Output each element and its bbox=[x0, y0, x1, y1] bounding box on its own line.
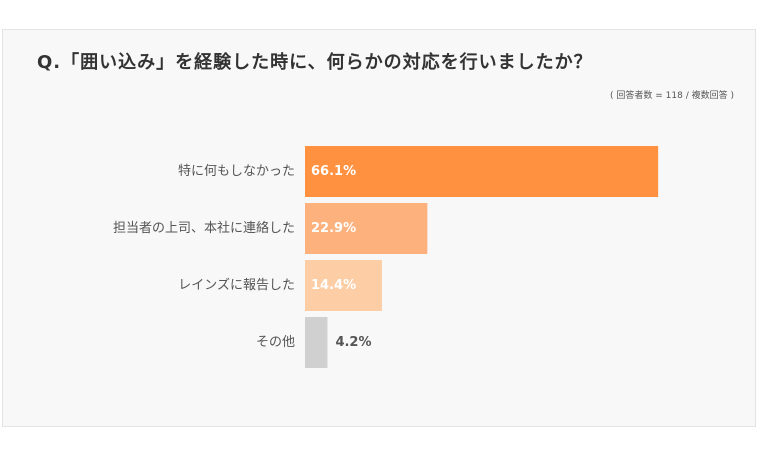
bar-3 bbox=[305, 260, 382, 311]
bar-2 bbox=[305, 203, 428, 254]
bar-1 bbox=[305, 146, 659, 197]
value-label-3: 14.4% bbox=[311, 278, 356, 293]
bar-4 bbox=[305, 317, 328, 368]
category-label-1: 特に何もしなかった bbox=[178, 163, 295, 179]
category-label-4: その他 bbox=[256, 335, 295, 350]
value-label-4: 4.2% bbox=[335, 335, 371, 350]
chart-title: Q.「囲い込み」を経験した時に、何らかの対応を行いましたか？ bbox=[37, 52, 593, 73]
value-label-1: 66.1% bbox=[311, 164, 356, 179]
respondent-note: ( 回答者数 = 118 / 複数回答 ) bbox=[610, 91, 734, 101]
category-label-2: 担当者の上司、本社に連絡した bbox=[113, 220, 295, 236]
category-label-3: レインズに報告した bbox=[178, 277, 295, 293]
value-label-2: 22.9% bbox=[311, 221, 356, 236]
